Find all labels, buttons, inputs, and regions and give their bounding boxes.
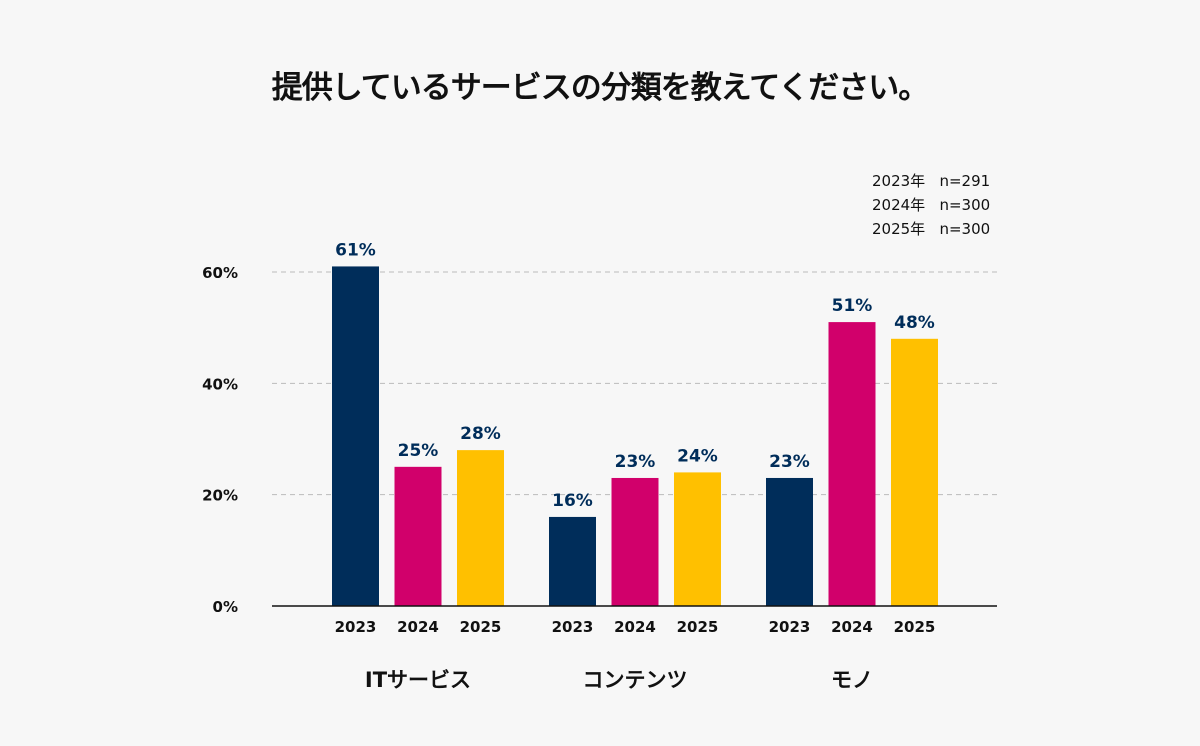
y-tick-label: 20% [202,487,238,505]
x-tick-label: 2024 [397,618,439,636]
chart-title: 提供しているサービスの分類を教えてください。 [271,70,930,106]
x-tick-label: 2024 [831,618,873,636]
x-tick-label: 2023 [552,618,594,636]
sample-note-2024: 2024年 n=300 [872,196,991,214]
bar-2023-2 [766,477,813,606]
x-tick-label: 2023 [335,618,377,636]
group-label: ITサービス [365,668,471,692]
data-label: 23% [615,452,656,472]
bar-2025-0 [457,450,504,606]
bar-2024-0 [394,466,442,606]
data-label: 48% [894,313,935,333]
data-label: 61% [335,240,376,260]
data-label: 51% [832,296,873,316]
bar-2024-2 [828,322,876,606]
bar-2024-1 [611,477,659,606]
data-label: 23% [769,452,810,472]
bar-2023-0 [332,266,379,606]
data-label: 16% [552,491,593,511]
group-label: コンテンツ [583,668,688,692]
sample-note-2023: 2023年 n=291 [872,172,991,190]
x-tick-label: 2024 [614,618,656,636]
y-tick-label: 60% [202,264,238,282]
data-label: 28% [460,424,501,444]
sample-note-2025: 2025年 n=300 [872,220,991,238]
y-tick-label: 0% [213,598,238,616]
bar-2025-2 [891,338,938,606]
data-label: 25% [398,441,439,461]
x-tick-label: 2025 [460,618,502,636]
bar-2023-1 [549,516,596,606]
bar-2025-1 [674,472,721,606]
x-tick-label: 2025 [677,618,719,636]
group-label: モノ [831,668,873,692]
x-tick-label: 2023 [769,618,811,636]
data-label: 24% [677,446,718,466]
x-tick-label: 2025 [894,618,936,636]
y-tick-label: 40% [202,375,238,393]
